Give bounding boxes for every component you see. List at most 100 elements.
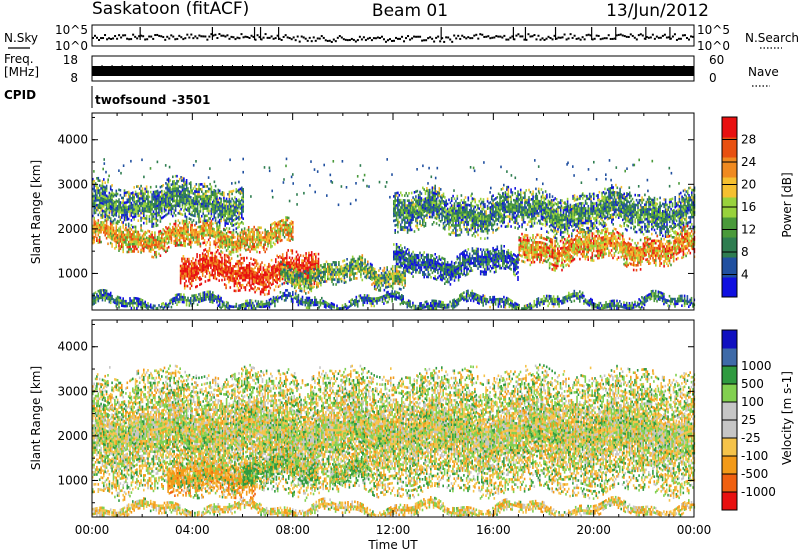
data-cell [204,205,206,208]
data-cell [239,270,241,273]
data-cell [269,237,271,240]
data-cell [231,267,233,270]
data-cell [196,270,198,273]
data-cell [434,209,436,212]
data-cell [382,279,384,282]
data-cell [425,222,427,225]
data-cell [405,226,407,229]
data-cell [181,277,183,280]
data-cell [179,236,181,239]
data-cell [349,264,351,267]
data-cell [242,230,244,233]
data-cell [444,196,446,199]
noise-tick-top-right: 10^5 [697,23,730,37]
data-cell [184,203,186,206]
data-cell [257,280,259,283]
data-cell [249,245,251,248]
data-cell [395,277,397,280]
data-cell [499,221,501,224]
data-cell [212,227,214,230]
data-cell [93,187,95,190]
data-cell [430,199,432,202]
data-cell [238,203,240,206]
data-cell [324,270,326,273]
data-cell [428,192,430,195]
data-cell [295,278,297,281]
data-cell [151,206,153,209]
data-cell [349,279,351,282]
data-cell [479,215,481,218]
data-cell [178,239,180,242]
data-cell [207,185,209,188]
data-cell [392,287,394,290]
data-cell [264,241,266,244]
data-cell [310,261,312,264]
data-cell [144,200,146,203]
data-cell [439,209,441,212]
data-cell [207,215,209,218]
noise-point [550,37,552,39]
data-cell [283,263,285,266]
data-cell [252,243,254,246]
noise-point [335,40,337,42]
data-cell [445,199,447,202]
data-cell [180,229,182,232]
data-cell [461,219,463,222]
noise-point [387,39,389,41]
data-cell [164,198,166,201]
data-cell [129,215,131,218]
data-cell [214,265,216,268]
data-cell [288,236,290,239]
data-cell [305,257,307,260]
noise-point [188,37,190,39]
data-cell [282,221,284,224]
data-cell [220,273,222,276]
data-cell [184,287,186,290]
noise-point [275,37,277,39]
data-cell [111,245,113,248]
data-cell [171,241,173,244]
data-cell [430,216,432,219]
data-cell [258,244,260,247]
data-cell [144,233,146,236]
noise-point [132,34,134,36]
data-cell [128,218,130,221]
data-cell [275,270,277,273]
data-cell [323,276,325,279]
data-cell [189,273,191,276]
data-cell [374,270,376,273]
data-cell [378,274,380,277]
data-cell [286,269,288,272]
data-cell [313,268,315,271]
data-cell [404,219,406,222]
data-cell [282,219,284,222]
data-cell [405,214,407,217]
data-cell [143,222,145,225]
data-cell [415,200,417,203]
data-cell [242,188,244,191]
data-cell [487,230,489,233]
data-cell [485,213,487,216]
data-cell [224,266,226,269]
data-cell [207,269,209,272]
data-cell [213,264,215,267]
data-cell [194,185,196,188]
data-cell [184,272,186,275]
data-cell [226,217,228,220]
data-cell [206,250,208,253]
data-cell [490,221,492,224]
data-cell [258,226,260,229]
data-cell [151,208,153,211]
data-cell [167,213,169,216]
noise-point [116,38,118,40]
data-cell [99,199,101,202]
data-cell [208,239,210,242]
data-cell [419,223,421,226]
data-cell [272,282,274,285]
data-cell [189,198,191,201]
data-cell [198,195,200,198]
data-cell [394,192,396,195]
data-cell [158,235,160,238]
data-cell [154,231,156,234]
data-cell [288,273,290,276]
